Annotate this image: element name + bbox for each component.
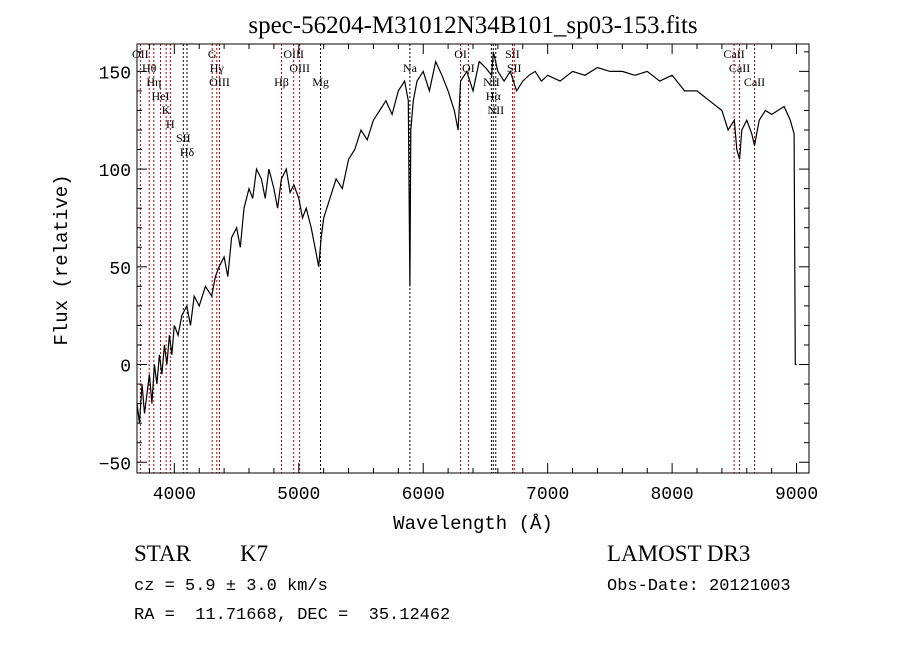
obs-date: Obs-Date: 20121003 [607,577,791,596]
x-tick-label: 9000 [775,485,818,505]
spectral-line-label: HeI [152,89,170,103]
spectral-line-label: Hβ [274,75,289,89]
survey-label: LAMOST DR3 [607,541,750,566]
spectral-line-label: G [208,47,217,61]
x-axis-label: Wavelength (Å) [393,513,553,535]
spectral-line-label: NII [483,75,500,89]
spectral-line-label: NII [487,103,504,117]
coordinates-text: RA = 11.71668, DEC = 35.12462 [134,606,450,625]
spectral-line-label: OIII [283,47,304,61]
spectral-line-label: K [162,103,171,117]
flux-series [136,51,797,424]
x-tick-label: 5000 [277,485,320,505]
chart-title: spec-56204-M31012N34B101_sp03-153.fits [248,12,697,39]
object-class: STAR [134,541,192,566]
spectral-line-label: Hη [146,75,161,89]
spectral-line-label: SII [505,47,520,61]
y-tick-label: 100 [99,162,131,182]
spectral-line-label: OII [132,47,149,61]
y-axis-label: Flux (relative) [51,174,73,345]
spectral-line-label: CaII [723,47,744,61]
spectral-line-label: H [166,117,175,131]
spectral-line-label: Na [403,61,418,75]
spectral-line-label: OIII [209,75,230,89]
redshift-text: cz = 5.9 ± 3.0 km/s [134,577,328,596]
subclass: K7 [240,541,268,566]
spectral-line-label: SII [176,131,191,145]
x-tick-label: 8000 [651,485,694,505]
x-tick-label: 7000 [526,485,569,505]
spectral-line-label: Hα [486,89,502,103]
y-tick-label: −50 [99,455,131,475]
spectral-line-label: Hθ [142,61,157,75]
y-tick-label: 150 [99,64,131,84]
plot-frame [136,43,810,474]
y-tick-label: 50 [109,260,131,280]
spectral-line-label: OI [462,61,475,75]
spectral-line-label: CaII [729,61,750,75]
spectral-line-label: Hδ [180,145,195,159]
spectral-line-label: OIII [289,61,310,75]
flux-line [136,51,797,424]
x-tick-label: 4000 [153,485,196,505]
y-tick-label: 0 [120,358,131,378]
spectral-line-label: Mg [312,75,329,89]
spectral-line-label: OI [454,47,467,61]
spectral-line-label: Hγ [210,61,225,75]
spectral-line-label: CaII [744,75,765,89]
x-tick-label: 6000 [402,485,445,505]
axis-ticks: 4000 5000 6000 7000 8000 9000 −50 0 50 100 150 [99,44,818,505]
